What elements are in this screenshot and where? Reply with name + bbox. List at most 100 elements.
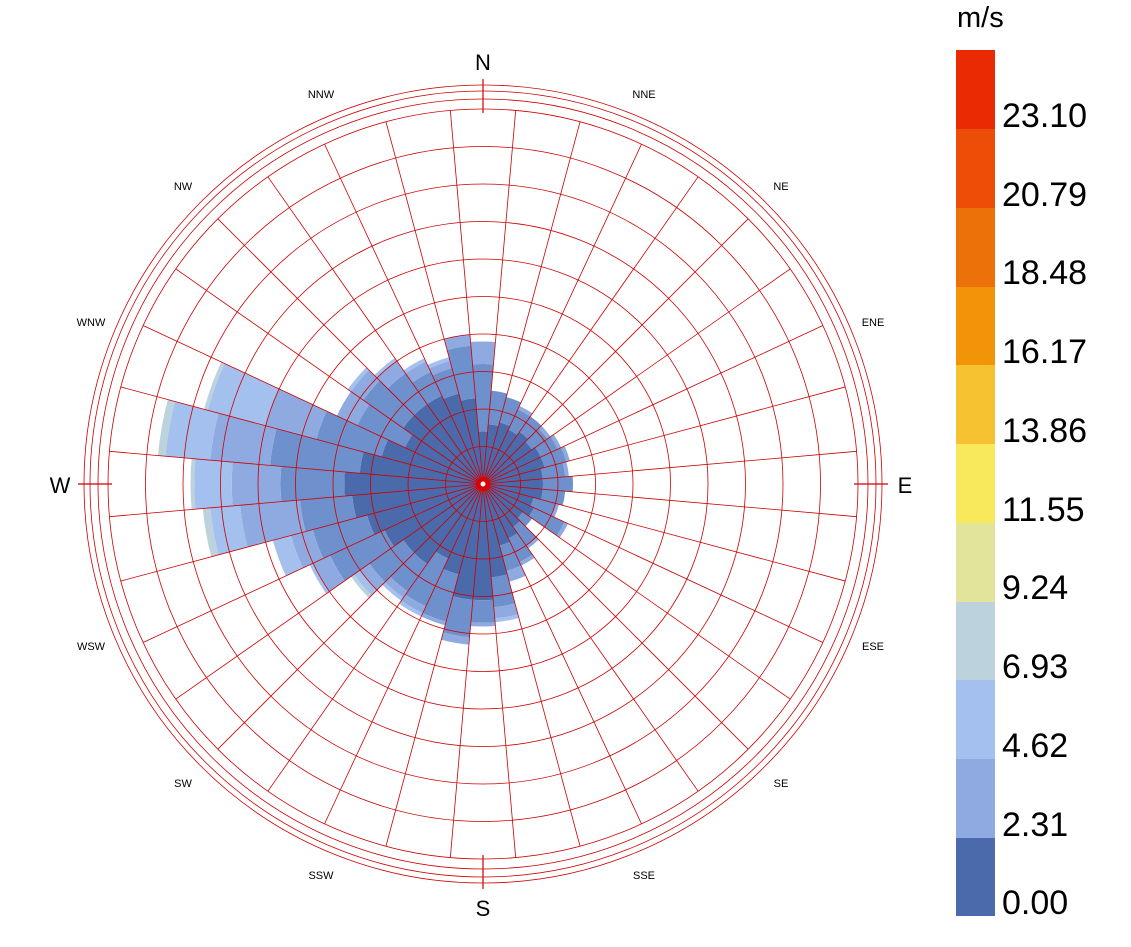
sector-33-bin-0	[427, 395, 483, 484]
legend-color-10	[956, 50, 995, 130]
grid-spoke	[449, 110, 484, 485]
label-WSW: WSW	[77, 641, 106, 653]
sector-34-bin-2	[429, 360, 452, 376]
sector-23-bin-4	[350, 574, 372, 599]
sector-6-bin-2	[550, 434, 562, 450]
sector-14-bin-1	[513, 521, 537, 546]
label-SSE: SSE	[633, 870, 655, 882]
legend-tick-label: 13.86	[1002, 411, 1088, 450]
sector-4-bin-1	[519, 416, 542, 439]
label-NNE: NNE	[632, 89, 655, 101]
sector-26-bin-1	[299, 495, 357, 532]
grid-spoke	[482, 483, 517, 858]
sector-15-bin-2	[519, 554, 535, 566]
sector-29-bin-0	[381, 439, 483, 484]
grid-spoke	[482, 386, 846, 485]
sector-2-bin-1	[499, 397, 522, 427]
grid-spoke	[482, 121, 581, 485]
label-ESE: ESE	[862, 641, 884, 653]
sector-14-bin-0	[483, 484, 521, 528]
grid-spoke	[175, 268, 484, 485]
label-SW: SW	[174, 778, 192, 790]
sector-0-bin-2	[470, 341, 496, 365]
sector-7-bin-2	[561, 445, 570, 462]
grid-spoke	[482, 268, 791, 485]
label-N: N	[475, 50, 491, 75]
grid-ring	[370, 371, 596, 597]
legend-color-8	[956, 207, 995, 287]
sector-23-bin-0	[403, 484, 483, 553]
sector-18-bin-1	[470, 599, 496, 623]
sector-1-bin-1	[488, 390, 508, 427]
label-NE: NE	[773, 181, 788, 193]
sector-13-bin-0	[483, 484, 523, 519]
sector-32-bin-3	[374, 358, 397, 378]
sector-26-bin-3	[210, 505, 248, 555]
sector-23-bin-2	[360, 563, 385, 591]
sector-25-bin-0	[367, 484, 483, 535]
sector-9-bin-0	[483, 478, 544, 490]
sector-21-bin-0	[435, 484, 483, 559]
grid-spoke	[482, 176, 699, 485]
sector-12-bin-2	[556, 522, 568, 538]
sector-32-bin-0	[414, 404, 483, 484]
grid-spoke	[324, 143, 484, 485]
sector-8-bin-1	[540, 462, 566, 479]
grid-spoke	[482, 218, 749, 485]
grid-spoke	[109, 483, 484, 518]
legend-color-7	[956, 286, 995, 366]
sector-3-bin-1	[508, 409, 531, 435]
sector-31-bin-0	[403, 415, 483, 484]
sector-31-bin-2	[350, 369, 380, 401]
grid-spoke	[142, 483, 484, 643]
sector-15-bin-1	[508, 533, 533, 563]
sector-20-bin-0	[443, 484, 483, 575]
sector-3-bin-0	[483, 429, 518, 484]
sector-13-bin-1	[517, 511, 533, 527]
label-SSW: SSW	[308, 870, 334, 882]
grid-spoke	[482, 483, 642, 825]
legend-tick-label: 4.62	[1002, 726, 1069, 765]
sector-14-bin-2	[526, 537, 539, 549]
label-ENE: ENE	[862, 317, 885, 329]
color-scale-bar	[956, 50, 995, 917]
sector-21-bin-3	[399, 600, 423, 617]
sector-20-bin-2	[421, 613, 447, 626]
legend-color-1	[956, 758, 995, 838]
grid-ring	[295, 296, 671, 672]
sector-27-bin-1	[280, 466, 345, 502]
grid-spoke	[175, 483, 484, 700]
legend-tick-label: 11.55	[1002, 490, 1085, 529]
sector-23-bin-1	[369, 539, 415, 583]
sector-19-bin-1	[443, 596, 473, 638]
sector-32-bin-1	[387, 373, 428, 416]
sector-15-bin-0	[483, 484, 518, 539]
sector-31-bin-1	[363, 380, 415, 429]
sector-12-bin-1	[529, 507, 565, 536]
grid-spoke	[324, 483, 484, 825]
sector-4-bin-0	[483, 431, 529, 484]
grid-spoke	[482, 483, 846, 582]
grid-spoke	[482, 483, 749, 750]
sector-28-bin-4	[157, 399, 176, 457]
sector-26-bin-4	[202, 507, 219, 557]
legend-tick-label: 0.00	[1002, 884, 1069, 923]
sector-28-bin-3	[165, 401, 219, 461]
sector-26-bin-2	[240, 500, 306, 548]
sector-19-bin-2	[441, 632, 470, 645]
wind-rose-plot: N E S W NNE NE ENE ESE SE SSE SSW SW WSW…	[50, 50, 913, 921]
sector-27-bin-0	[344, 471, 483, 497]
grid-spoke	[120, 386, 484, 485]
sector-28-bin-1	[270, 428, 364, 474]
label-NW: NW	[174, 181, 193, 193]
sector-30-bin-0	[404, 434, 483, 484]
grid-ring	[407, 408, 559, 560]
sector-18-bin-0	[472, 484, 494, 601]
sector-23-bin-3	[353, 570, 377, 596]
sector-0-bin-0	[478, 431, 488, 484]
sector-29-bin-3	[207, 363, 280, 426]
sector-3-bin-2	[517, 405, 533, 417]
grid-spoke	[109, 450, 484, 485]
sector-21-bin-2	[401, 594, 426, 614]
sector-27-bin-4	[190, 458, 196, 510]
